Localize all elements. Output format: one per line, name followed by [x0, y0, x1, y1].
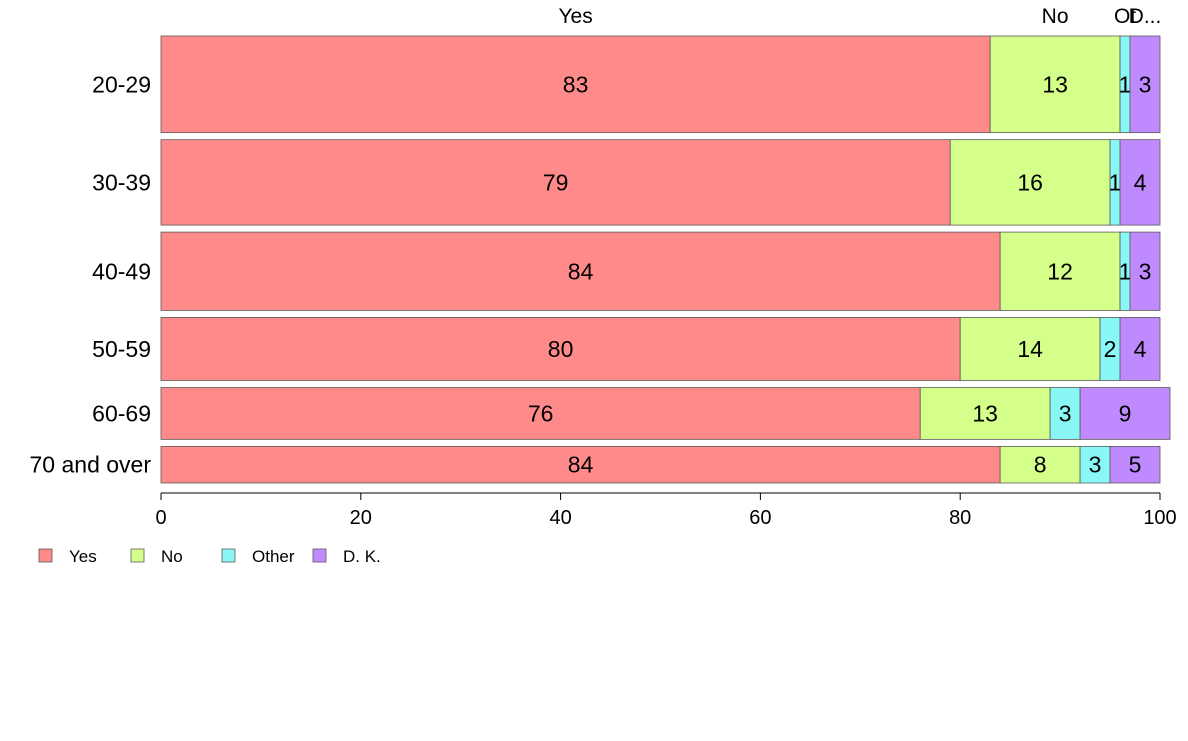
data-label: 3 [1139, 71, 1152, 97]
bar-segment [989, 35, 1121, 134]
data-label: 13 [1042, 71, 1068, 97]
legend-swatch [130, 548, 145, 563]
data-label: 5 [1129, 452, 1142, 478]
bar-segment [160, 317, 961, 381]
data-label: 80 [548, 336, 574, 362]
data-label: 83 [563, 71, 589, 97]
top-series-label: D... [1129, 5, 1162, 28]
bar-segment [999, 445, 1081, 484]
category-label: 40-49 [92, 258, 151, 284]
data-label: 1 [1109, 169, 1122, 195]
category-label: 60-69 [92, 400, 151, 426]
bar-segment [1079, 445, 1111, 484]
x-tick-label: 20 [350, 507, 372, 529]
data-label: 12 [1047, 258, 1073, 284]
top-series-label: No [1042, 5, 1069, 28]
bar-segment [1109, 445, 1161, 484]
x-tick-label: 60 [749, 507, 771, 529]
bar-segment [999, 231, 1121, 311]
legend-label: Other [252, 547, 295, 566]
top-series-label: Ot [1114, 5, 1136, 28]
legend-label: No [161, 547, 183, 566]
data-label: 16 [1017, 169, 1043, 195]
legend-label: Yes [69, 547, 97, 566]
x-tick-label: 80 [949, 507, 971, 529]
data-label: 3 [1059, 400, 1072, 426]
data-label: 4 [1134, 336, 1147, 362]
data-label: 4 [1134, 169, 1147, 195]
bar-segment [160, 139, 951, 226]
category-label: 20-29 [92, 71, 151, 97]
bar-segment [1119, 317, 1161, 381]
legend-label: D. K. [343, 547, 381, 566]
bar-segment [1129, 35, 1161, 134]
data-label: 84 [568, 258, 594, 284]
bar-segment [1129, 231, 1161, 311]
data-label: 14 [1017, 336, 1043, 362]
data-label: 9 [1119, 400, 1132, 426]
bar-segment [1049, 387, 1081, 440]
x-tick-label: 100 [1143, 507, 1176, 529]
bar-segment [160, 35, 991, 134]
bar-segment [1119, 139, 1161, 226]
x-tick-label: 40 [549, 507, 571, 529]
data-label: 76 [528, 400, 554, 426]
data-label: 8 [1034, 452, 1047, 478]
bar-segment [1079, 387, 1171, 440]
x-tick-label: 0 [155, 507, 166, 529]
top-series-label: Yes [558, 5, 592, 28]
legend-swatch [221, 548, 236, 563]
data-label: 79 [543, 169, 569, 195]
category-label: 50-59 [92, 336, 151, 362]
bar-segment [160, 445, 1001, 484]
bar-segment [160, 387, 921, 440]
data-label: 13 [972, 400, 998, 426]
bar-segment [160, 231, 1001, 311]
category-label: 70 and over [30, 452, 152, 478]
legend-swatch [38, 548, 53, 563]
bar-segment [959, 317, 1101, 381]
category-label: 30-39 [92, 169, 151, 195]
data-label: 2 [1104, 336, 1117, 362]
legend-swatch [312, 548, 327, 563]
data-label: 3 [1089, 452, 1102, 478]
bar-segment [949, 139, 1111, 226]
data-label: 1 [1119, 258, 1132, 284]
data-label: 84 [568, 452, 594, 478]
data-label: 1 [1119, 71, 1132, 97]
data-label: 3 [1139, 258, 1152, 284]
bar-segment [919, 387, 1051, 440]
